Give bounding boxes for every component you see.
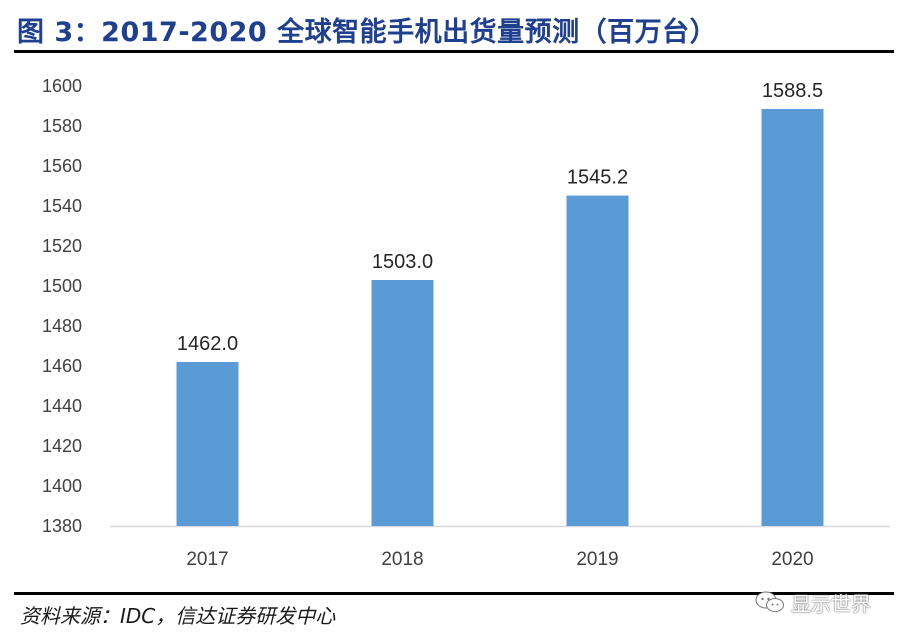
y-tick-label: 1500 <box>42 276 82 296</box>
footer-rule <box>14 592 894 595</box>
y-tick-label: 1520 <box>42 236 82 256</box>
title-underline <box>14 50 894 53</box>
data-label-2017: 1462.0 <box>177 333 238 355</box>
y-tick-label: 1380 <box>42 516 82 536</box>
data-labels: 1462.0 1503.0 1545.2 1588.5 <box>177 80 823 355</box>
x-tick-label-2018: 2018 <box>381 549 423 570</box>
data-label-2018: 1503.0 <box>372 251 433 273</box>
y-axis: 1380 1400 1420 1440 1460 1480 1500 1520 1540 1560… <box>42 76 82 536</box>
bar-series <box>176 109 824 526</box>
source-note: 资料来源：IDC，信达证券研发中心 <box>20 604 336 628</box>
y-tick-label: 1420 <box>42 436 82 456</box>
x-tick-label-2019: 2019 <box>576 549 618 570</box>
x-tick-label-2020: 2020 <box>771 549 813 570</box>
y-tick-label: 1600 <box>42 76 82 96</box>
y-tick-label: 1460 <box>42 356 82 376</box>
bar-2017 <box>176 362 239 526</box>
x-tick-label-2017: 2017 <box>186 549 228 570</box>
y-tick-label: 1400 <box>42 476 82 496</box>
bar-2020 <box>761 109 824 526</box>
watermark: 显示世界 <box>755 588 871 616</box>
y-tick-label: 1540 <box>42 196 82 216</box>
bar-2018 <box>371 280 434 526</box>
bar-2019 <box>566 195 629 526</box>
y-tick-label: 1580 <box>42 116 82 136</box>
data-label-2020: 1588.5 <box>762 80 823 102</box>
x-axis: 2017 2018 2019 2020 <box>186 549 813 570</box>
y-tick-label: 1440 <box>42 396 82 416</box>
y-tick-label: 1480 <box>42 316 82 336</box>
data-label-2019: 1545.2 <box>567 167 628 189</box>
y-tick-label: 1560 <box>42 156 82 176</box>
figure-title: 图 3：2017-2020 全球智能手机出货量预测（百万台） <box>17 17 718 48</box>
watermark-text: 显示世界 <box>791 591 871 616</box>
wechat-icon <box>755 590 785 614</box>
bar-chart: 1380 1400 1420 1440 1460 1480 1500 1520 1540 1560… <box>42 76 890 570</box>
